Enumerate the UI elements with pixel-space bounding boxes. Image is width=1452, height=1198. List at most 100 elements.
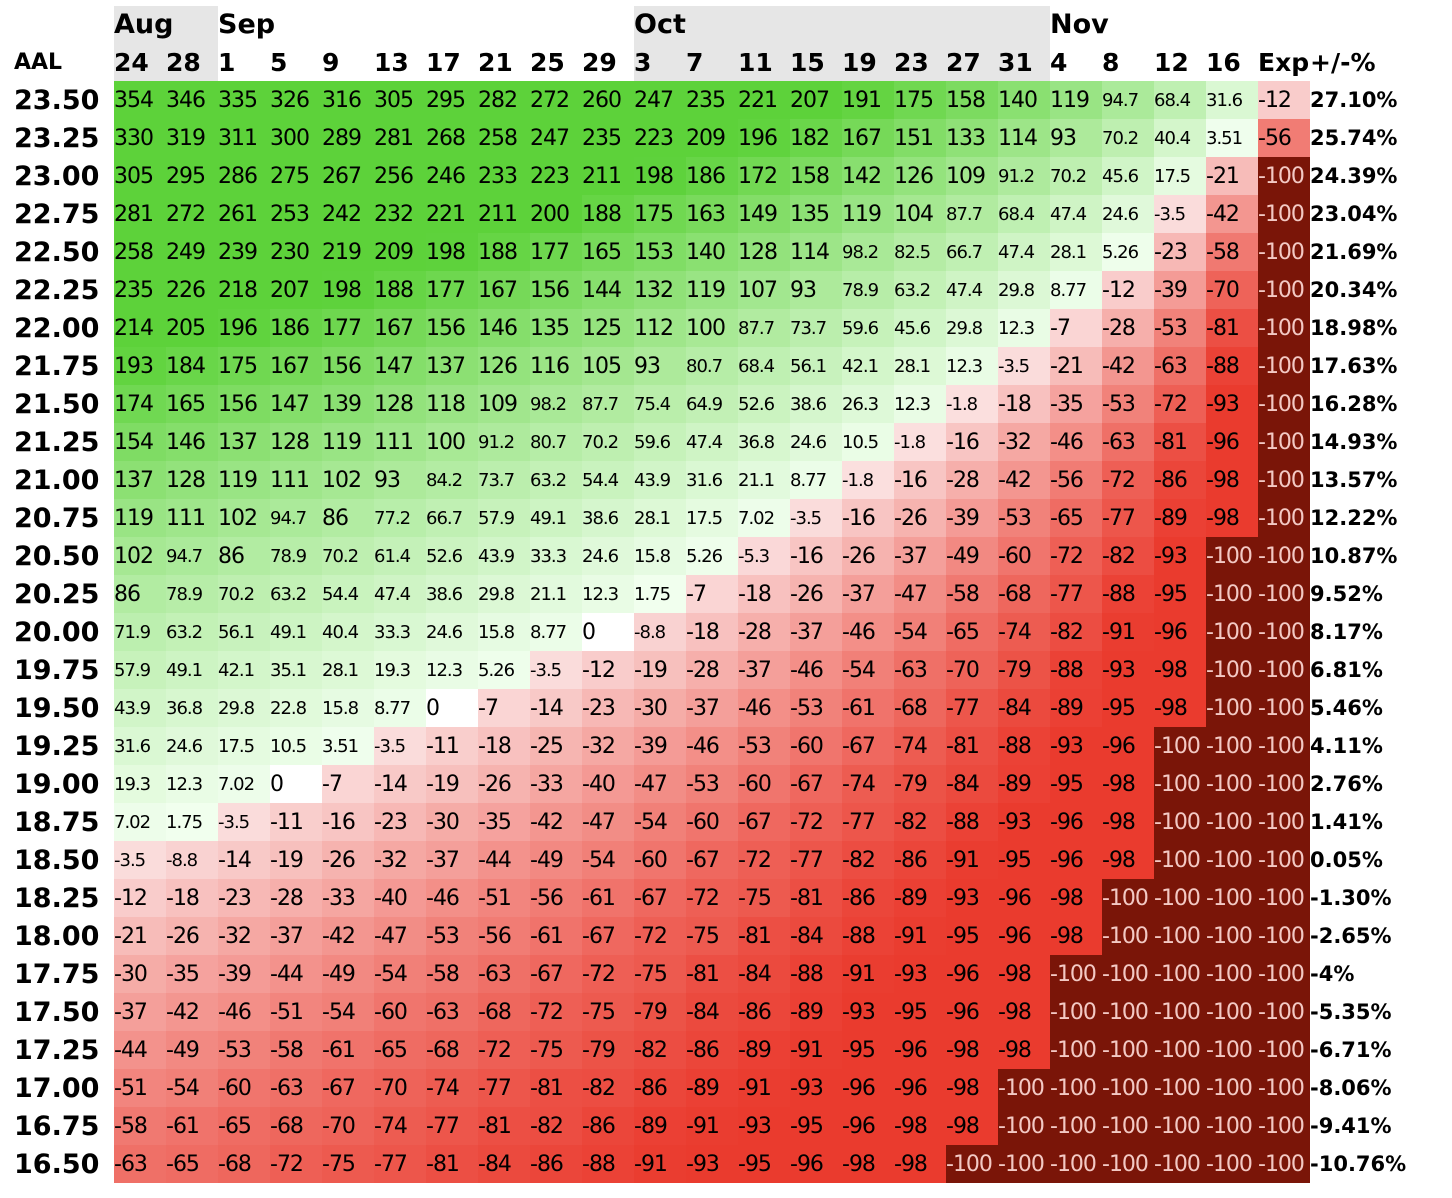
pl-value-cell: 43.9 <box>478 537 530 575</box>
percent-change: 20.34% <box>1310 278 1398 302</box>
pl-value-cell: 52.6 <box>738 385 790 423</box>
pl-value-cell: 105 <box>582 347 634 385</box>
pl-value-cell: -1.8 <box>946 385 998 423</box>
pl-value-cell: 52.6 <box>426 537 478 575</box>
pl-value-cell: 146 <box>166 423 218 461</box>
pl-value-cell: -33 <box>322 879 374 917</box>
pl-value-cell: -54 <box>582 841 634 879</box>
pl-value-cell: 146 <box>478 309 530 347</box>
table-row: 23.50 354 346 335 326 316 305 295 282 272 260 247 23… <box>14 81 1430 119</box>
pl-value-cell: 158 <box>946 81 998 119</box>
pl-value-cell: -54 <box>842 651 894 689</box>
pl-value-cell: 125 <box>582 309 634 347</box>
pl-value-cell: -81 <box>1154 423 1206 461</box>
pl-value-cell: 188 <box>374 271 426 309</box>
table-row: 18.25 -12 -18 -23 -28 -33 -40 -46 -51 -56 -61 -67 -7… <box>14 879 1430 917</box>
pl-value-cell: -100 <box>1102 879 1154 917</box>
pl-value-cell: -12 <box>1258 81 1310 119</box>
pl-value-cell: 93 <box>790 271 842 309</box>
pl-value-cell: -100 <box>1050 993 1102 1031</box>
pl-value-cell: 167 <box>478 271 530 309</box>
pl-value-cell: -67 <box>738 803 790 841</box>
underlying-price: 18.75 <box>14 806 100 838</box>
pl-value-cell: -93 <box>946 879 998 917</box>
pl-value-cell: -46 <box>426 879 478 917</box>
pl-value-cell: 249 <box>166 233 218 271</box>
pl-value-cell: 175 <box>218 347 270 385</box>
pl-value-cell: -82 <box>894 803 946 841</box>
pl-value-cell: -63 <box>1102 423 1154 461</box>
pl-value-cell: 137 <box>426 347 478 385</box>
pl-value-cell: -100 <box>1258 233 1310 271</box>
pl-value-cell: -79 <box>582 1031 634 1069</box>
pl-value-cell: 49.1 <box>530 499 582 537</box>
pl-value-cell: 56.1 <box>790 347 842 385</box>
pl-value-cell: -98 <box>1154 651 1206 689</box>
pl-value-cell: -46 <box>1050 423 1102 461</box>
pl-value-cell: -96 <box>946 993 998 1031</box>
underlying-price: 22.75 <box>14 198 100 230</box>
table-row: 18.00 -21 -26 -32 -37 -42 -47 -53 -56 -61 -67 -72 -7… <box>14 917 1430 955</box>
pl-value-cell: -75 <box>322 1145 374 1183</box>
pl-value-cell: -93 <box>842 993 894 1031</box>
pl-value-cell: 3.51 <box>322 727 374 765</box>
underlying-price: 21.50 <box>14 388 100 420</box>
pl-value-cell: -100 <box>1258 765 1310 803</box>
pl-value-cell: 31.6 <box>686 461 738 499</box>
pl-value-cell: 239 <box>218 233 270 271</box>
pl-value-cell: -30 <box>426 803 478 841</box>
pl-value-cell: -68 <box>478 993 530 1031</box>
pl-value-cell: 207 <box>790 81 842 119</box>
pl-value-cell: 104 <box>894 195 946 233</box>
pl-value-cell: -8.8 <box>634 613 686 651</box>
date-header: 25 <box>530 47 565 77</box>
pl-value-cell: -75 <box>686 917 738 955</box>
pl-value-cell: -96 <box>1206 423 1258 461</box>
pl-value-cell: 128 <box>738 233 790 271</box>
pl-value-cell: 316 <box>322 81 374 119</box>
pl-value-cell: -3.5 <box>790 499 842 537</box>
underlying-price: 17.25 <box>14 1034 100 1066</box>
pl-value-cell: 63.2 <box>894 271 946 309</box>
pl-value-cell: -32 <box>582 727 634 765</box>
pl-value-cell: 109 <box>946 157 998 195</box>
pl-value-cell: 305 <box>114 157 166 195</box>
pl-value-cell: -58 <box>426 955 478 993</box>
pl-value-cell: 133 <box>946 119 998 157</box>
pl-value-cell: -39 <box>1154 271 1206 309</box>
table-row: 20.75 119 111 102 94.7 86 77.2 66.7 57.9 49.1 38.6… <box>14 499 1430 537</box>
pl-value-cell: 111 <box>166 499 218 537</box>
pl-value-cell: -100 <box>1102 993 1154 1031</box>
pl-value-cell: 156 <box>426 309 478 347</box>
pl-value-cell: -93 <box>894 955 946 993</box>
pl-value-cell: 119 <box>114 499 166 537</box>
pl-value-cell: -100 <box>1258 613 1310 651</box>
pl-value-cell: -93 <box>1102 651 1154 689</box>
pl-value-cell: -100 <box>1258 727 1310 765</box>
pl-value-cell: -26 <box>842 537 894 575</box>
pl-value-cell: -88 <box>998 727 1050 765</box>
percent-change: 14.93% <box>1310 430 1398 454</box>
pl-value-cell: 100 <box>686 309 738 347</box>
pl-value-cell: -93 <box>1206 385 1258 423</box>
underlying-price: 21.75 <box>14 350 100 382</box>
pl-value-cell: -77 <box>946 689 998 727</box>
pl-value-cell: 156 <box>218 385 270 423</box>
underlying-price: 22.50 <box>14 236 100 268</box>
pl-value-cell: -93 <box>686 1145 738 1183</box>
pl-value-cell: 137 <box>114 461 166 499</box>
pl-value-cell: 29.8 <box>998 271 1050 309</box>
pl-value-cell: 70.2 <box>218 575 270 613</box>
pl-value-cell: 70.2 <box>1050 157 1102 195</box>
pl-value-cell: -84 <box>998 689 1050 727</box>
pl-value-cell: -77 <box>1050 575 1102 613</box>
pl-value-cell: -53 <box>686 765 738 803</box>
underlying-price: 23.25 <box>14 122 100 154</box>
pl-value-cell: -37 <box>842 575 894 613</box>
pl-value-cell: 12.3 <box>166 765 218 803</box>
pl-value-cell: 114 <box>790 233 842 271</box>
pl-value-cell: -91 <box>634 1145 686 1183</box>
pl-value-cell: -98 <box>1050 879 1102 917</box>
pl-value-cell: 87.7 <box>582 385 634 423</box>
pl-value-cell: -75 <box>738 879 790 917</box>
